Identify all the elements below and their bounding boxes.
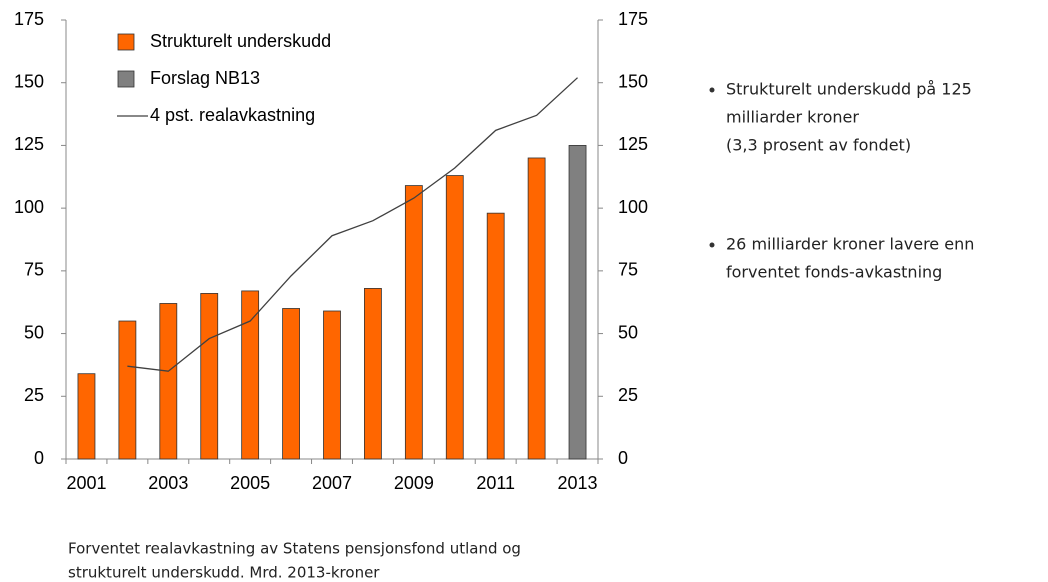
bar — [568, 145, 587, 460]
caption: strukturelt underskudd. Mrd. 2013-kroner — [68, 564, 380, 582]
y-tick-label: 50 — [24, 322, 44, 342]
caption: Forventet realavkastning av Statens pens… — [68, 540, 521, 558]
x-tick-label: 2011 — [476, 473, 515, 493]
bar — [445, 175, 464, 460]
y-tick-label: 0 — [34, 448, 44, 468]
y-tick-label: 125 — [14, 134, 44, 154]
bar — [323, 310, 341, 460]
y2-tick-label: 50 — [618, 322, 638, 342]
bullet-text: milliarder kroner — [726, 108, 859, 127]
y2-tick-label: 0 — [618, 448, 628, 468]
y-tick-label: 150 — [14, 71, 44, 91]
bar — [364, 288, 382, 460]
legend-swatch — [117, 70, 135, 88]
x-tick-label: 2003 — [148, 473, 188, 493]
bar — [282, 308, 300, 460]
bullet-text: forventet fonds-avkastning — [726, 263, 942, 282]
bar — [241, 290, 260, 460]
y2-tick-label: 125 — [618, 134, 648, 154]
bar — [200, 293, 219, 460]
bar — [486, 212, 505, 460]
y2-tick-label: 100 — [618, 197, 648, 217]
y-tick-label: 75 — [24, 260, 44, 280]
bar — [527, 157, 546, 460]
y-tick-label: 100 — [14, 197, 44, 217]
y-tick-label: 25 — [24, 385, 44, 405]
legend-label: Forslag NB13 — [150, 68, 260, 88]
y2-tick-label: 175 — [618, 9, 648, 29]
y2-tick-label: 25 — [618, 385, 638, 405]
bar — [159, 303, 178, 460]
bullet-dot — [709, 87, 715, 93]
x-tick-label: 2007 — [312, 473, 352, 493]
bullet-text: (3,3 prosent av fondet) — [726, 136, 911, 155]
legend-label: 4 pst. realavkastning — [150, 105, 315, 125]
y2-tick-label: 150 — [618, 71, 648, 91]
x-tick-label: 2005 — [230, 473, 270, 493]
legend-label: Strukturelt underskudd — [150, 31, 331, 51]
bar — [404, 185, 423, 460]
x-tick-label: 2013 — [558, 473, 598, 493]
bullet-text: Strukturelt underskudd på 125 — [726, 80, 972, 99]
x-tick-label: 2001 — [66, 473, 106, 493]
bar — [77, 373, 96, 460]
y-tick-label: 175 — [14, 9, 44, 29]
bullet-text: 26 milliarder kroner lavere enn — [726, 235, 974, 254]
legend-swatch — [117, 33, 135, 51]
bullet-dot — [709, 242, 715, 248]
bar — [118, 320, 137, 460]
line — [127, 77, 578, 372]
x-tick-label: 2009 — [394, 473, 434, 493]
y2-tick-label: 75 — [618, 260, 638, 280]
